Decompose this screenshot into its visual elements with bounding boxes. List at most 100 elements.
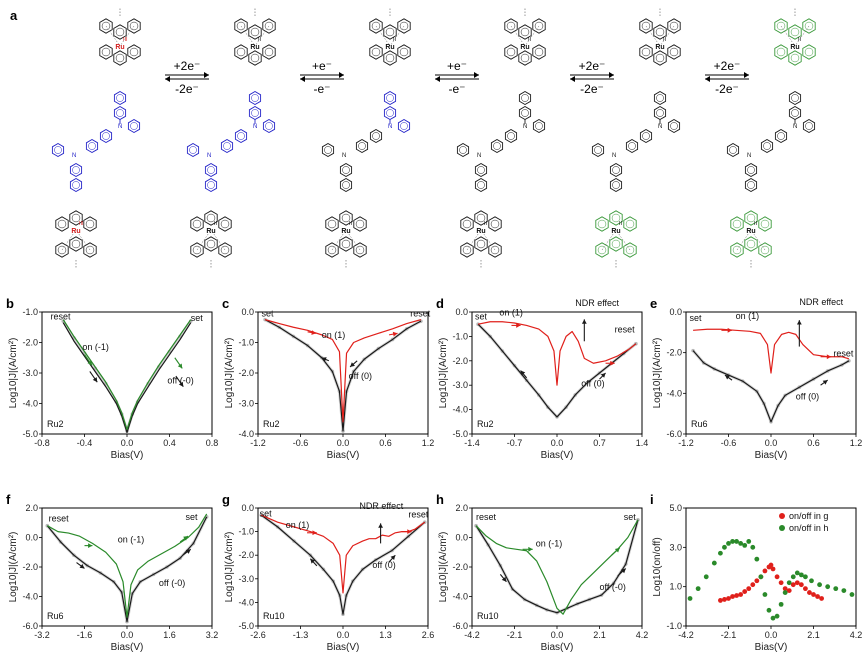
pyridine-ring	[204, 236, 218, 252]
ring-inner	[192, 219, 202, 229]
coordination-bond	[345, 229, 361, 251]
reverse-arrowhead	[705, 76, 710, 82]
forward-arrowhead	[609, 72, 614, 78]
ring-inner	[732, 219, 742, 229]
data-point	[746, 586, 752, 592]
direction-arrowhead	[79, 563, 85, 569]
data-point	[750, 544, 756, 550]
oxidation-state: II	[663, 37, 667, 43]
direction-arrowhead	[826, 354, 832, 360]
data-point	[742, 589, 748, 594]
nitrogen: N	[207, 153, 211, 159]
direction-arrowhead	[501, 576, 507, 582]
ring-inner	[341, 239, 351, 249]
y-axis-title: Log10|J|(A/cm²)	[438, 338, 449, 409]
ring-inner	[341, 213, 351, 223]
pyridine-ring	[730, 242, 744, 258]
phenyl-ring	[474, 162, 488, 178]
metal-ruthenium: Ru	[611, 228, 620, 235]
y-tick-label: -3.0	[452, 380, 468, 390]
pyridine-ring	[113, 24, 127, 40]
pyridine-ring	[504, 18, 518, 34]
x-tick-label: 0.8	[206, 438, 219, 448]
coordination-bond	[254, 25, 270, 47]
charts-group: -0.8 -0.4 0.0 0.4 0.8 -1.0 -2.0 -3.0 -4.0 -5.0 Bia…	[6, 296, 862, 652]
ring-inner	[747, 166, 755, 174]
electron-gain-label: +e⁻	[312, 59, 332, 73]
direction-arrowhead	[610, 360, 615, 366]
y-tick-label: -1.0	[238, 338, 254, 348]
ring-inner	[534, 47, 544, 57]
coordination-bond	[659, 25, 675, 47]
pyridine-ring	[758, 242, 772, 258]
chart-b: -0.8 -0.4 0.0 0.4 0.8 -1.0 -2.0 -3.0 -4.0 -5.0 Bia…	[6, 296, 218, 461]
phenyl-ring	[774, 128, 788, 144]
annotation: reset	[615, 325, 636, 335]
series-line-black	[260, 514, 426, 615]
phenyl-ring	[262, 118, 276, 134]
data-point	[798, 572, 804, 578]
x-tick-label: 0.7	[593, 438, 606, 448]
metal-ruthenium: Ru	[520, 44, 529, 51]
metal-ruthenium: Ru	[746, 228, 755, 235]
y-tick-label: -1.0	[22, 307, 38, 317]
ring-inner	[746, 239, 756, 249]
x-tick-label: -1.2	[250, 438, 266, 448]
x-tick-label: 0.0	[337, 630, 350, 640]
y-tick-label: 5.0	[669, 503, 682, 513]
data-point	[762, 568, 768, 574]
chart-d: -1.4 -0.7 0.0 0.7 1.4 0.0 -1.0 -2.0 -3.0 -4.0 -5.0…	[436, 296, 648, 461]
panel-letter-g: g	[222, 492, 230, 507]
pyridine-ring	[802, 18, 816, 34]
ring-inner	[790, 27, 800, 37]
direction-arrowhead	[310, 558, 316, 564]
data-point	[819, 596, 824, 601]
direction-arrowhead	[796, 320, 802, 325]
ring-inner	[476, 213, 486, 223]
ring-inner	[129, 47, 139, 57]
pyridine-ring	[397, 18, 411, 34]
y-tick-label: 0.0	[241, 307, 254, 317]
data-point	[703, 574, 709, 580]
ring-inner	[220, 219, 230, 229]
redox-transition-5: +2e⁻ -2e⁻	[705, 59, 749, 96]
ring-inner	[223, 142, 231, 150]
ring-inner	[477, 166, 485, 174]
phenyl-ring	[383, 105, 397, 121]
ring-inner	[597, 219, 607, 229]
data-point	[841, 588, 847, 593]
y-tick-label: 0.0	[455, 533, 468, 543]
ring-inner	[625, 245, 635, 255]
direction-arrowhead	[614, 547, 620, 553]
phenyl-ring	[744, 162, 758, 178]
metal-ruthenium: Ru	[790, 44, 799, 51]
x-tick-label: 4.2	[850, 630, 863, 640]
legend-label: on/off in h	[789, 523, 828, 533]
y-axis-title: Log10|J|(A/cm²)	[8, 532, 19, 603]
ring-inner	[628, 142, 636, 150]
phenyl-ring	[667, 118, 681, 134]
direction-arrowhead	[350, 362, 355, 367]
pyridine-ring	[653, 24, 667, 40]
phenyl-ring	[591, 142, 605, 158]
pyridine-ring	[488, 242, 502, 258]
ring-inner	[250, 53, 260, 63]
data-point	[742, 542, 748, 548]
direction-arrowhead	[87, 360, 92, 366]
ring-inner	[521, 109, 529, 117]
coordination-bond	[780, 25, 796, 47]
reverse-arrowhead	[435, 76, 440, 82]
pyridine-ring	[369, 18, 383, 34]
y-tick-label: -1.0	[238, 527, 254, 537]
y-axis-title: Log10|J|(A/cm²)	[224, 338, 235, 409]
pyridine-ring	[55, 216, 69, 232]
ring-inner	[399, 47, 409, 57]
annotation: on (-1)	[536, 538, 563, 548]
annotation: on (-1)	[118, 535, 145, 545]
oxidation-state: II	[484, 221, 488, 227]
x-tick-label: 3.2	[206, 630, 219, 640]
ring-inner	[669, 21, 679, 31]
ring-inner	[400, 122, 408, 130]
chart-h: -4.2 -2.1 0.0 2.1 4.2 2.0 0.0 -2.0 -4.0 -6.0 Bias(…	[436, 492, 648, 652]
